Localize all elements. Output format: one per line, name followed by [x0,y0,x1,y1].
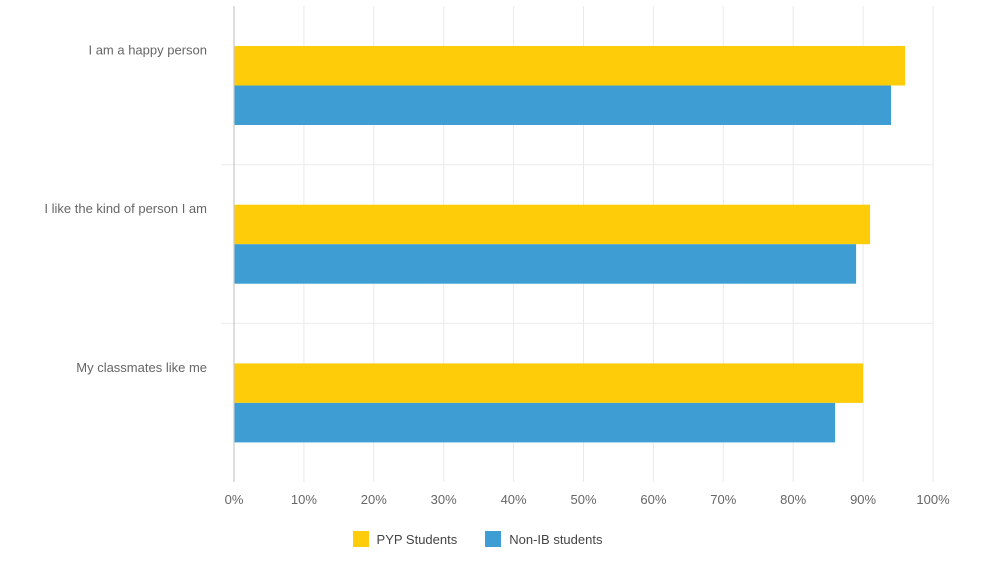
x-tick-label: 50% [570,492,596,507]
x-tick-label: 80% [780,492,806,507]
x-axis-tick-labels: 0% 10% 20% 30% 40% 50% 60% 70% 80% 90% 100% [225,492,950,507]
category-label: I like the kind of person I am [44,201,207,216]
legend-swatch [352,531,369,547]
bar [234,363,864,403]
x-tick-label: 90% [850,492,876,507]
category-labels: I am a happy person I like the kind of pe… [44,42,207,374]
x-tick-label: 10% [291,492,317,507]
x-tick-label: 70% [710,492,736,507]
legend-label: Non-IB students [509,531,603,547]
legend: PYP Students Non-IB students [0,531,973,547]
x-tick-label: 100% [916,492,950,507]
legend-item[interactable]: Non-IB students [485,531,602,547]
category-label: I am a happy person [88,42,207,57]
x-tick-label: 40% [501,492,527,507]
bar [234,244,857,284]
x-tick-label: 60% [640,492,666,507]
x-tick-label: 0% [225,492,244,507]
category-label: My classmates like me [76,360,207,375]
legend-item[interactable]: PYP Students [352,531,458,547]
bar [234,46,906,86]
x-tick-label: 20% [361,492,387,507]
bar [234,402,836,443]
legend-label: PYP Students [376,531,458,547]
bar [234,204,871,245]
x-tick-label: 30% [431,492,457,507]
legend-swatch [485,531,502,547]
bars [234,46,906,443]
bar [234,85,892,125]
